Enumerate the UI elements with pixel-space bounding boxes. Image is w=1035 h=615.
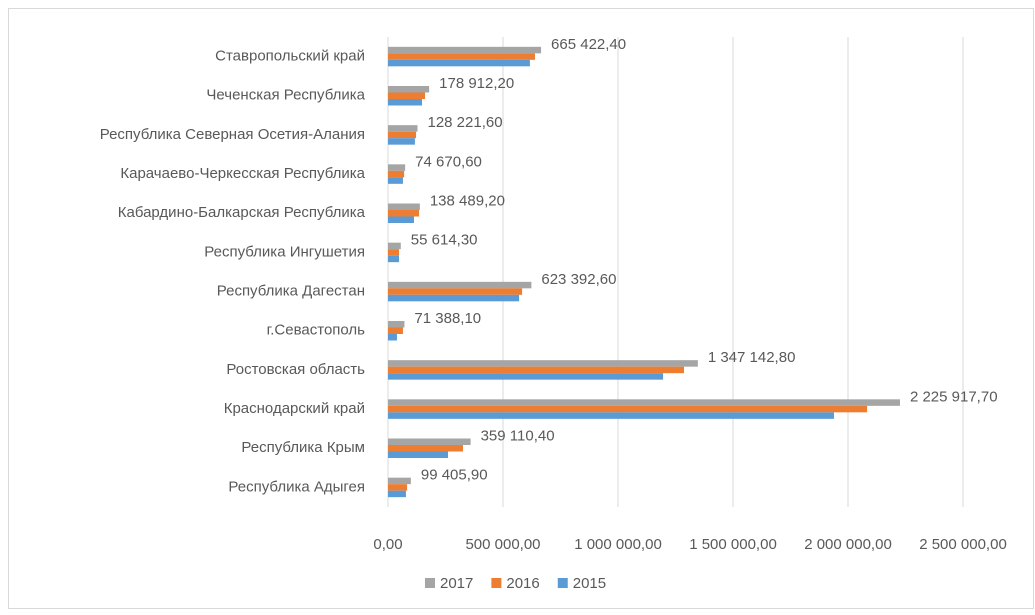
x-tick-label: 1 500 000,00 bbox=[689, 536, 777, 553]
bar bbox=[388, 242, 401, 250]
y-tick-label: Карачаево-Черкесская Республика bbox=[120, 165, 365, 182]
legend-label: 2017 bbox=[440, 575, 473, 592]
y-tick-label: г.Севастополь bbox=[267, 322, 366, 339]
legend-label: 2016 bbox=[506, 575, 539, 592]
y-tick-label: Краснодарский край bbox=[224, 400, 365, 417]
data-label: 128 221,60 bbox=[427, 114, 502, 131]
bar bbox=[388, 53, 535, 60]
bar bbox=[388, 177, 403, 184]
legend-label: 2015 bbox=[573, 575, 606, 592]
data-label: 1 347 142,80 bbox=[708, 349, 796, 366]
legend-swatch bbox=[425, 578, 435, 588]
bar bbox=[388, 125, 418, 132]
x-tick-label: 2 000 000,00 bbox=[804, 536, 892, 553]
bar bbox=[388, 445, 463, 452]
bar bbox=[388, 399, 900, 406]
legend-swatch bbox=[557, 578, 568, 588]
data-label: 138 489,20 bbox=[430, 192, 505, 209]
bar bbox=[388, 412, 834, 419]
chart-frame bbox=[8, 8, 1034, 609]
bar bbox=[388, 86, 430, 93]
data-label: 2 225 917,70 bbox=[910, 388, 998, 405]
data-label: 178 912,20 bbox=[439, 75, 514, 92]
bar bbox=[388, 255, 400, 263]
bar bbox=[388, 281, 532, 289]
bar bbox=[388, 334, 397, 341]
y-tick-label: Республика Дагестан bbox=[217, 283, 365, 300]
data-label: 665 422,40 bbox=[551, 36, 626, 53]
bar bbox=[388, 327, 403, 334]
bar bbox=[388, 360, 698, 367]
x-tick-label: 0,00 bbox=[373, 536, 402, 553]
bar bbox=[388, 451, 449, 458]
y-tick-label: Республика Северная Осетия-Алания bbox=[100, 126, 365, 143]
bar bbox=[388, 131, 417, 139]
x-tick-label: 2 500 000,00 bbox=[919, 536, 1007, 553]
bar bbox=[388, 373, 664, 380]
y-tick-label: Республика Крым bbox=[241, 439, 365, 456]
bar bbox=[388, 366, 685, 374]
bar bbox=[388, 288, 523, 295]
bar bbox=[388, 490, 406, 498]
data-label: 74 670,60 bbox=[415, 153, 482, 170]
bar bbox=[388, 484, 408, 491]
data-label: 359 110,40 bbox=[481, 427, 555, 444]
y-tick-label: Ростовская область bbox=[226, 361, 365, 378]
data-label: 71 388,10 bbox=[414, 310, 481, 327]
x-tick-label: 1 000 000,00 bbox=[574, 536, 662, 553]
bar bbox=[388, 477, 411, 485]
bar bbox=[388, 170, 405, 178]
data-label: 623 392,60 bbox=[541, 271, 616, 288]
bar bbox=[388, 216, 414, 223]
bar bbox=[388, 249, 400, 256]
bar bbox=[388, 99, 423, 106]
bar bbox=[388, 203, 420, 210]
legend-swatch bbox=[491, 578, 502, 588]
bar bbox=[388, 138, 415, 145]
y-tick-label: Кабардино-Балкарская Республика bbox=[118, 204, 366, 221]
bar bbox=[388, 92, 426, 99]
y-tick-label: Чеченская Республика bbox=[206, 87, 365, 104]
bar bbox=[388, 405, 868, 413]
bar bbox=[388, 321, 405, 328]
bar bbox=[388, 164, 406, 171]
data-label: 55 614,30 bbox=[411, 232, 478, 249]
y-tick-label: Ставропольский край bbox=[215, 48, 365, 65]
bar bbox=[388, 438, 471, 445]
y-tick-label: Республика Адыгея bbox=[228, 478, 365, 495]
bar bbox=[388, 294, 520, 302]
bar bbox=[388, 59, 530, 67]
bar bbox=[388, 46, 542, 54]
bar bbox=[388, 210, 420, 217]
x-tick-label: 500 000,00 bbox=[465, 536, 540, 553]
y-tick-label: Республика Ингушетия bbox=[204, 243, 365, 260]
data-label: 99 405,90 bbox=[421, 467, 488, 484]
